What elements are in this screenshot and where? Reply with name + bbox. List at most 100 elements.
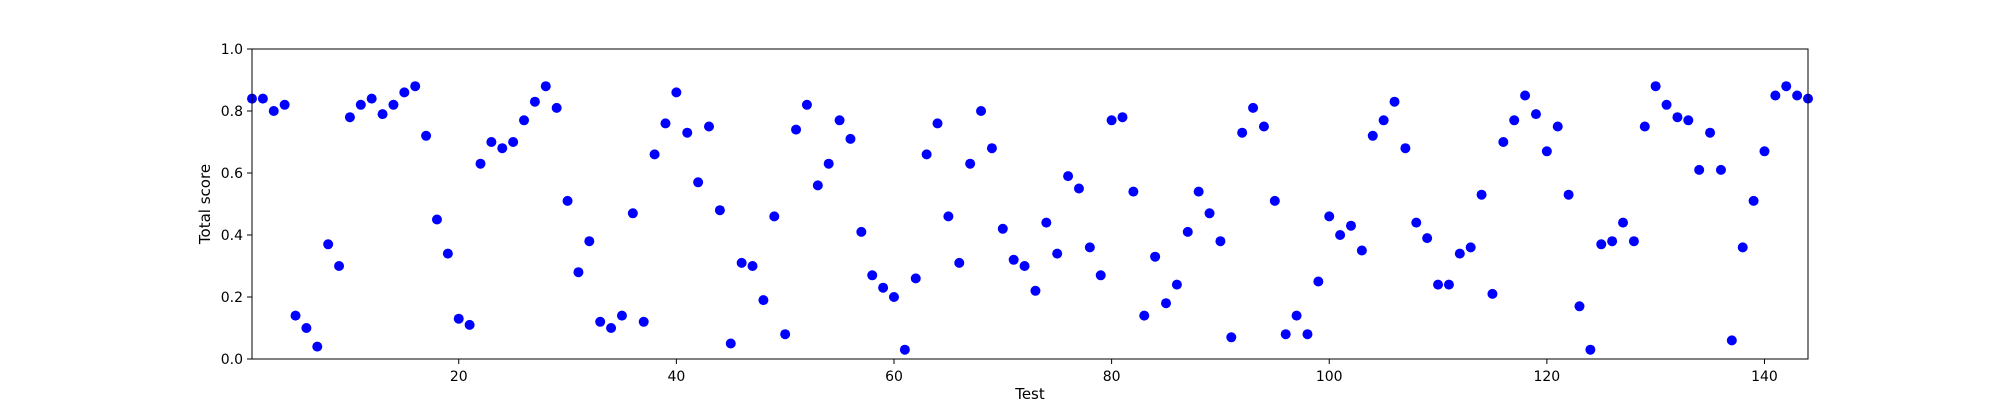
data-point xyxy=(714,205,725,216)
data-point xyxy=(1520,90,1531,101)
data-point xyxy=(1563,189,1574,200)
data-point xyxy=(1019,261,1030,271)
y-tick-label: 0.2 xyxy=(221,290,243,306)
data-point xyxy=(1792,90,1803,101)
data-point xyxy=(1008,254,1019,265)
data-point xyxy=(1389,96,1400,107)
data-point xyxy=(1378,115,1389,126)
data-point xyxy=(421,130,432,141)
data-point xyxy=(791,124,802,135)
data-point xyxy=(932,118,943,129)
data-point xyxy=(1030,285,1041,296)
y-tick-label: 0.0 xyxy=(221,352,243,368)
data-point xyxy=(1781,81,1792,92)
data-point xyxy=(334,261,345,271)
x-tick-label: 40 xyxy=(667,369,685,385)
data-point xyxy=(780,329,791,340)
data-point xyxy=(1356,245,1367,256)
data-point xyxy=(976,106,987,116)
data-point xyxy=(921,149,932,160)
data-point xyxy=(845,133,856,144)
data-point xyxy=(1150,251,1161,262)
data-point xyxy=(377,109,388,120)
data-point xyxy=(867,270,878,281)
data-point xyxy=(910,273,921,284)
data-point xyxy=(1476,189,1487,200)
data-point xyxy=(486,137,497,147)
data-point xyxy=(312,341,323,352)
data-point xyxy=(1204,208,1215,219)
y-tick-label: 1.0 xyxy=(221,42,243,58)
data-point xyxy=(1705,127,1716,138)
data-point xyxy=(1280,329,1291,340)
data-point xyxy=(1226,332,1237,343)
data-point xyxy=(1433,279,1444,290)
data-point xyxy=(606,323,617,333)
data-point xyxy=(1095,270,1106,281)
y-axis: 0.0 0.2 0.4 0.6 0.8 1.0 xyxy=(221,42,252,368)
data-point xyxy=(431,214,442,225)
data-point xyxy=(573,267,584,278)
data-point xyxy=(1422,233,1433,244)
data-point xyxy=(660,118,671,129)
x-tick-label: 80 xyxy=(1103,369,1121,385)
x-tick-label: 140 xyxy=(1751,369,1778,385)
data-point xyxy=(1324,211,1335,222)
data-point xyxy=(1726,335,1737,346)
data-point xyxy=(986,143,997,154)
data-point xyxy=(453,313,464,324)
data-point xyxy=(1258,121,1269,132)
data-point xyxy=(1302,329,1313,340)
data-point xyxy=(899,344,910,355)
data-point xyxy=(693,177,704,188)
data-point xyxy=(1661,99,1672,110)
data-point xyxy=(1313,276,1324,287)
data-point xyxy=(1269,195,1280,206)
data-point xyxy=(1509,115,1520,126)
data-point xyxy=(1672,112,1683,123)
data-point xyxy=(562,195,573,206)
data-point xyxy=(388,99,399,110)
y-tick-label: 0.4 xyxy=(221,228,243,244)
data-point xyxy=(997,223,1008,234)
data-point xyxy=(769,211,780,222)
data-point xyxy=(1215,236,1226,247)
data-point xyxy=(878,282,889,293)
data-point xyxy=(1443,279,1454,290)
data-point xyxy=(1367,130,1378,141)
data-point xyxy=(1041,217,1052,228)
data-points xyxy=(247,81,1813,355)
data-point xyxy=(1487,288,1498,299)
data-point xyxy=(747,261,758,271)
data-point xyxy=(1683,115,1694,126)
data-point xyxy=(1139,310,1150,321)
data-point xyxy=(1541,146,1552,157)
data-point xyxy=(475,158,486,169)
data-point xyxy=(355,99,366,110)
data-point xyxy=(1596,239,1607,250)
data-point xyxy=(1628,236,1639,247)
data-point xyxy=(529,96,540,107)
data-point xyxy=(1411,217,1422,228)
x-axis: 20 40 60 80 100 120 140 xyxy=(450,359,1778,385)
data-point xyxy=(823,158,834,169)
x-tick-label: 100 xyxy=(1316,369,1343,385)
y-tick-label: 0.8 xyxy=(221,104,243,120)
data-point xyxy=(1759,146,1770,157)
data-point xyxy=(1454,248,1465,259)
data-point xyxy=(965,158,976,169)
data-point xyxy=(551,102,562,113)
data-point xyxy=(1106,115,1117,126)
data-point xyxy=(1552,121,1563,132)
data-point xyxy=(508,137,519,147)
data-point xyxy=(1248,102,1259,113)
data-point xyxy=(410,81,421,92)
plot-area-frame xyxy=(251,48,1809,360)
data-point xyxy=(758,295,769,306)
data-point xyxy=(1117,112,1128,123)
data-point xyxy=(704,121,715,132)
data-point xyxy=(736,257,747,268)
y-axis-label: Total score xyxy=(196,164,214,245)
data-point xyxy=(1770,90,1781,101)
data-point xyxy=(638,316,649,327)
